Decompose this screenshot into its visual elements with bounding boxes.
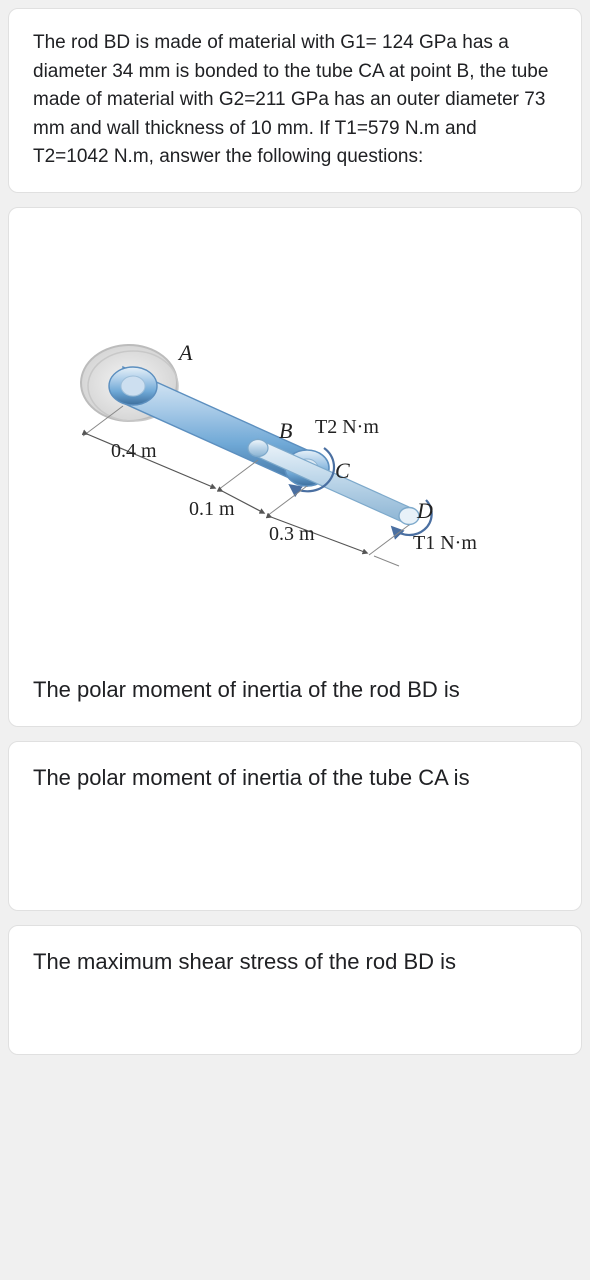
question-3: The maximum shear stress of the rod BD i… bbox=[33, 946, 557, 978]
question-1: The polar moment of inertia of the rod B… bbox=[33, 674, 557, 706]
question-2-card: The polar moment of inertia of the tube … bbox=[8, 741, 582, 911]
question-3-card: The maximum shear stress of the rod BD i… bbox=[8, 925, 582, 1055]
label-point-a: A bbox=[179, 340, 192, 366]
label-dim-cd: 0.3 m bbox=[269, 523, 315, 546]
diagram: A B C D T2 N·m T1 N·m 0.4 m 0.1 m 0.3 m bbox=[39, 328, 539, 608]
problem-card: The rod BD is made of material with G1= … bbox=[8, 8, 582, 193]
problem-text: The rod BD is made of material with G1= … bbox=[33, 29, 557, 172]
label-dim-ab: 0.4 m bbox=[111, 440, 157, 463]
question-2: The polar moment of inertia of the tube … bbox=[33, 762, 557, 794]
label-torque-t2: T2 N·m bbox=[315, 416, 379, 439]
label-point-b: B bbox=[279, 418, 292, 444]
label-torque-t1: T1 N·m bbox=[413, 532, 477, 555]
diagram-card: A B C D T2 N·m T1 N·m 0.4 m 0.1 m 0.3 m … bbox=[8, 207, 582, 727]
label-dim-bc: 0.1 m bbox=[189, 498, 235, 521]
label-point-d: D bbox=[417, 498, 433, 524]
label-point-c: C bbox=[335, 458, 350, 484]
diagram-svg bbox=[39, 328, 539, 608]
